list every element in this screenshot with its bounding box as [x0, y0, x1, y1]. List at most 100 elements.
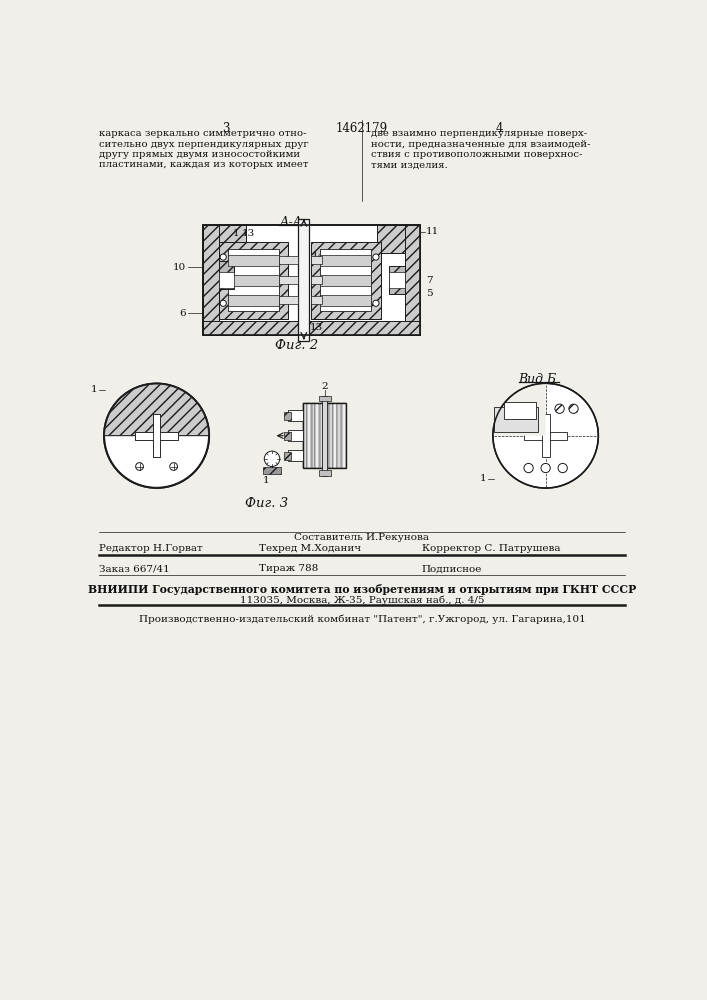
- Text: Техред М.Ходанич: Техред М.Ходанич: [259, 544, 361, 553]
- Text: Корректор С. Патрушева: Корректор С. Патрушева: [421, 544, 560, 553]
- Bar: [389, 266, 404, 294]
- Text: 2: 2: [322, 382, 328, 391]
- Bar: [341, 403, 346, 468]
- Circle shape: [558, 463, 567, 473]
- Circle shape: [104, 383, 209, 488]
- Bar: [320, 275, 371, 286]
- Bar: [203, 225, 420, 335]
- Circle shape: [541, 463, 550, 473]
- Bar: [303, 403, 307, 468]
- Text: Тираж 788: Тираж 788: [259, 564, 318, 573]
- Bar: [263, 466, 281, 474]
- Bar: [203, 321, 420, 335]
- Bar: [504, 402, 537, 419]
- Text: 1462179: 1462179: [336, 122, 388, 135]
- Bar: [311, 296, 322, 304]
- Circle shape: [170, 463, 177, 470]
- Bar: [319, 396, 331, 401]
- Text: 113035, Москва, Ж-35, Раушская наб., д. 4/5: 113035, Москва, Ж-35, Раушская наб., д. …: [240, 595, 484, 605]
- Text: Вид Б: Вид Б: [518, 373, 556, 386]
- Text: 4: 4: [341, 280, 348, 289]
- Bar: [279, 276, 298, 284]
- Circle shape: [373, 300, 379, 306]
- Bar: [279, 256, 298, 264]
- Text: 1: 1: [233, 229, 239, 238]
- Bar: [404, 225, 420, 335]
- Bar: [135, 432, 178, 440]
- Text: 7: 7: [426, 276, 433, 285]
- Text: Фиг. 3: Фиг. 3: [245, 497, 288, 510]
- Bar: [298, 219, 309, 341]
- Bar: [288, 410, 303, 421]
- Bar: [319, 470, 331, 476]
- Text: 6: 6: [180, 309, 186, 318]
- Bar: [203, 225, 218, 335]
- Text: 13: 13: [310, 323, 323, 332]
- Bar: [288, 430, 303, 441]
- Bar: [311, 276, 322, 284]
- Bar: [320, 249, 371, 311]
- Bar: [153, 414, 160, 457]
- Bar: [218, 261, 234, 289]
- Text: Редактор Н.Горват: Редактор Н.Горват: [99, 544, 203, 553]
- Circle shape: [220, 254, 226, 260]
- Circle shape: [136, 463, 144, 470]
- Bar: [311, 242, 380, 319]
- Bar: [494, 407, 538, 432]
- Circle shape: [373, 254, 379, 260]
- Text: 3: 3: [222, 122, 229, 135]
- Bar: [320, 255, 371, 266]
- Text: Заказ 667/41: Заказ 667/41: [99, 564, 170, 573]
- Text: каркаса зеркально симметрично отно-
сительно двух перпендикулярных друг
другу пр: каркаса зеркально симметрично отно- сите…: [99, 129, 309, 169]
- Bar: [320, 403, 324, 468]
- Bar: [322, 396, 327, 476]
- Bar: [153, 414, 160, 457]
- Text: А-А: А-А: [280, 216, 303, 229]
- Text: ВНИИПИ Государственного комитета по изобретениям и открытиям при ГКНТ СССР: ВНИИПИ Государственного комитета по изоб…: [88, 584, 636, 595]
- Circle shape: [493, 383, 598, 488]
- Bar: [228, 295, 279, 306]
- Bar: [288, 450, 303, 461]
- Wedge shape: [105, 436, 209, 487]
- Bar: [228, 249, 279, 311]
- Bar: [320, 295, 371, 306]
- Bar: [284, 412, 291, 420]
- Bar: [389, 272, 404, 288]
- Text: 14: 14: [312, 252, 325, 261]
- Text: 4: 4: [496, 122, 503, 135]
- Text: 1: 1: [91, 385, 98, 394]
- Bar: [329, 403, 332, 468]
- Bar: [337, 403, 341, 468]
- Text: две взаимно перпендикулярные поверх-
ности, предназначенные для взаимодей-
ствия: две взаимно перпендикулярные поверх- нос…: [371, 129, 591, 169]
- Bar: [312, 403, 315, 468]
- Bar: [279, 296, 298, 304]
- Bar: [325, 403, 329, 468]
- Text: 11: 11: [426, 227, 440, 236]
- Wedge shape: [105, 384, 209, 436]
- Text: 3: 3: [332, 267, 339, 276]
- Bar: [203, 225, 420, 335]
- Bar: [228, 275, 279, 286]
- Text: 5: 5: [426, 289, 433, 298]
- Bar: [203, 225, 247, 253]
- Bar: [524, 432, 567, 440]
- Text: 1: 1: [480, 474, 486, 483]
- Circle shape: [524, 463, 533, 473]
- Text: 1: 1: [262, 476, 269, 485]
- Bar: [377, 225, 420, 253]
- Bar: [135, 432, 178, 440]
- Bar: [284, 452, 291, 460]
- Bar: [542, 414, 549, 457]
- Bar: [307, 403, 311, 468]
- Bar: [284, 432, 291, 440]
- Wedge shape: [493, 384, 546, 436]
- Text: 15: 15: [320, 267, 332, 276]
- Bar: [333, 403, 337, 468]
- Circle shape: [220, 300, 226, 306]
- Bar: [315, 403, 320, 468]
- Text: 10: 10: [173, 263, 186, 272]
- Text: 13: 13: [242, 229, 255, 238]
- Bar: [218, 272, 234, 288]
- Text: Подписное: Подписное: [421, 564, 482, 573]
- Circle shape: [264, 451, 280, 467]
